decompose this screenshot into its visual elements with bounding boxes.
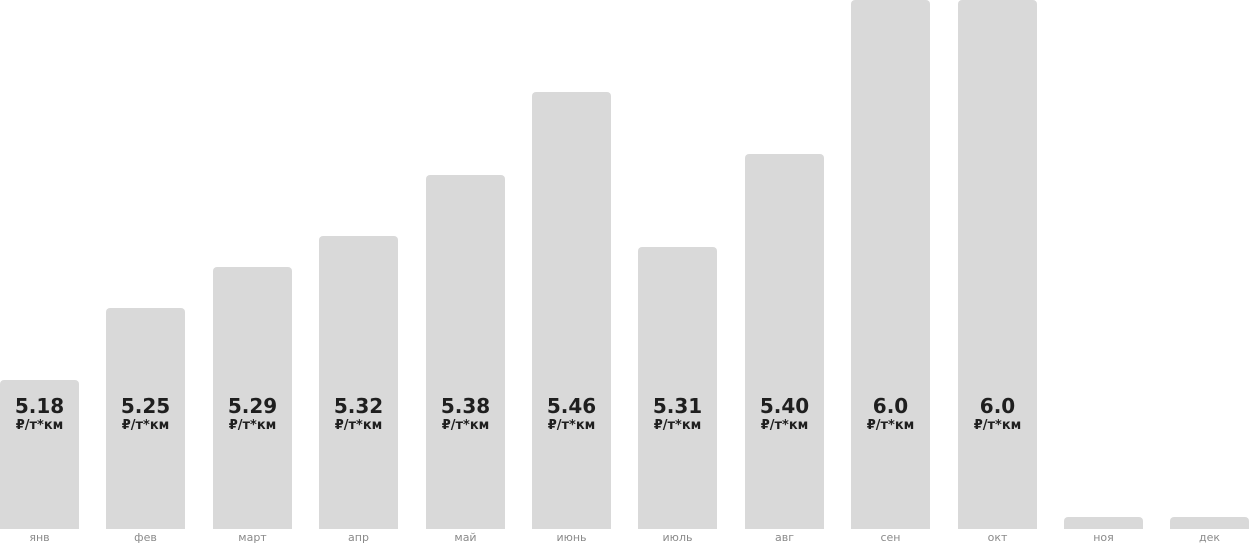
value-label-3: 5.29: [227, 394, 278, 418]
value-label-7: 5.31: [652, 394, 703, 418]
value-label-4: 5.32: [333, 394, 384, 418]
bar-4: [319, 236, 398, 529]
category-label-11: ноя: [1093, 531, 1114, 544]
bar-12: [1170, 517, 1249, 529]
unit-label-2: ₽/т*км: [121, 418, 170, 433]
value-label-5: 5.38: [440, 394, 491, 418]
bar-2: [106, 308, 185, 529]
bar-9: [851, 0, 930, 529]
unit-label-7: ₽/т*км: [653, 418, 702, 433]
value-label-1: 5.18: [14, 394, 65, 418]
bar-11: [1064, 517, 1143, 529]
category-label-12: дек: [1198, 531, 1221, 544]
category-label-1: янв: [29, 531, 50, 544]
unit-label-4: ₽/т*км: [334, 418, 383, 433]
category-label-10: окт: [987, 531, 1008, 544]
category-label-5: май: [454, 531, 477, 544]
unit-label-5: ₽/т*км: [441, 418, 490, 433]
bar-3: [213, 267, 292, 529]
value-label-6: 5.46: [546, 394, 597, 418]
value-label-10: 6.0: [979, 394, 1016, 418]
bar-5: [426, 175, 505, 529]
unit-label-8: ₽/т*км: [760, 418, 809, 433]
unit-label-1: ₽/т*км: [15, 418, 64, 433]
category-label-4: апр: [348, 531, 369, 544]
category-label-8: авг: [774, 531, 794, 544]
category-label-6: июнь: [556, 531, 587, 544]
value-label-2: 5.25: [120, 394, 171, 418]
value-label-8: 5.40: [759, 394, 810, 418]
unit-label-3: ₽/т*км: [228, 418, 277, 433]
unit-label-10: ₽/т*км: [973, 418, 1022, 433]
bar-10: [958, 0, 1037, 529]
value-label-9: 6.0: [872, 394, 909, 418]
bar-7: [638, 247, 717, 529]
bar-8: [745, 154, 824, 529]
category-label-9: сен: [880, 531, 901, 544]
unit-label-6: ₽/т*км: [547, 418, 596, 433]
bar-1: [0, 380, 79, 529]
unit-label-9: ₽/т*км: [866, 418, 915, 433]
category-label-7: июль: [662, 531, 693, 544]
category-label-2: фев: [134, 531, 157, 544]
category-label-3: март: [238, 531, 267, 544]
bar-6: [532, 92, 611, 529]
